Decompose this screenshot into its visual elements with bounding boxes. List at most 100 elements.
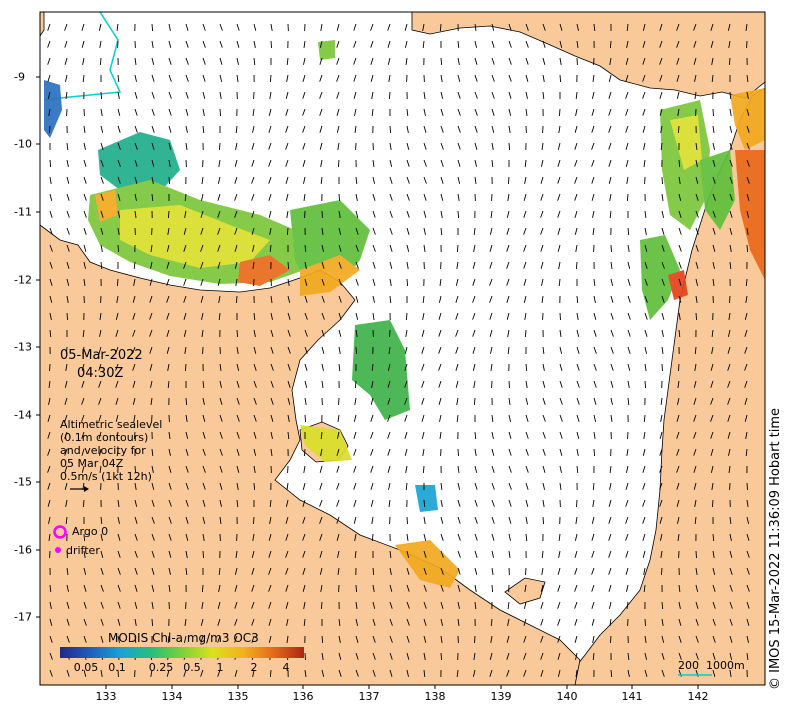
velocity-arrow bbox=[423, 91, 426, 99]
velocity-arrow bbox=[678, 329, 681, 338]
velocity-arrow bbox=[389, 193, 393, 201]
velocity-arrow bbox=[387, 57, 391, 65]
velocity-arrow bbox=[695, 159, 698, 167]
velocity-arrow bbox=[473, 397, 476, 406]
velocity-arrow bbox=[608, 533, 612, 541]
velocity-arrow bbox=[251, 567, 255, 575]
velocity-arrow bbox=[610, 244, 612, 253]
velocity-arrow bbox=[508, 414, 512, 422]
velocity-arrow bbox=[100, 193, 104, 201]
velocity-arrow bbox=[184, 363, 187, 372]
velocity-arrow bbox=[100, 584, 104, 592]
velocity-arrow bbox=[219, 465, 223, 473]
velocity-arrow bbox=[167, 363, 170, 371]
velocity-arrow bbox=[729, 108, 732, 116]
velocity-arrow bbox=[659, 431, 663, 439]
velocity-arrow bbox=[625, 159, 629, 167]
velocity-arrow bbox=[627, 227, 630, 236]
velocity-arrow bbox=[387, 380, 391, 388]
velocity-arrow bbox=[457, 57, 460, 65]
velocity-arrow bbox=[217, 193, 221, 201]
velocity-arrow bbox=[744, 380, 748, 388]
velocity-arrow bbox=[389, 601, 393, 609]
velocity-arrow bbox=[320, 448, 323, 456]
velocity-arrow bbox=[609, 618, 612, 626]
velocity-arrow bbox=[491, 584, 494, 593]
velocity-arrow bbox=[559, 74, 562, 83]
velocity-arrow bbox=[321, 363, 324, 371]
velocity-arrow bbox=[49, 193, 53, 201]
velocity-arrow bbox=[151, 108, 155, 116]
velocity-arrow bbox=[234, 159, 238, 167]
velocity-arrow bbox=[746, 652, 749, 660]
velocity-arrow bbox=[304, 669, 307, 677]
velocity-arrow bbox=[423, 652, 426, 660]
velocity-arrow bbox=[83, 278, 86, 286]
velocity-arrow bbox=[489, 329, 493, 337]
velocity-arrow bbox=[592, 482, 595, 491]
velocity-arrow bbox=[100, 176, 104, 184]
velocity-arrow bbox=[456, 669, 459, 677]
velocity-arrow bbox=[336, 74, 340, 82]
velocity-arrow bbox=[49, 601, 52, 609]
velocity-arrow bbox=[319, 91, 323, 99]
velocity-arrow bbox=[508, 499, 512, 507]
velocity-arrow bbox=[185, 142, 188, 150]
velocity-arrow bbox=[184, 618, 187, 626]
velocity-arrow bbox=[695, 142, 698, 150]
velocity-arrow bbox=[489, 652, 493, 660]
velocity-arrow bbox=[355, 210, 359, 218]
velocity-arrow bbox=[134, 74, 137, 82]
velocity-arrow bbox=[455, 346, 459, 354]
velocity-arrow bbox=[678, 363, 680, 372]
velocity-arrow bbox=[234, 261, 238, 269]
velocity-arrow bbox=[303, 57, 306, 65]
velocity-arrow bbox=[286, 210, 289, 218]
velocity-arrow bbox=[219, 363, 222, 371]
velocity-arrow bbox=[168, 142, 172, 150]
velocity-arrow bbox=[287, 363, 291, 371]
velocity-arrow bbox=[387, 465, 391, 473]
velocity-arrow bbox=[678, 295, 682, 303]
velocity-arrow bbox=[253, 431, 257, 439]
velocity-arrow bbox=[440, 601, 444, 609]
velocity-arrow bbox=[287, 312, 291, 320]
velocity-arrow bbox=[83, 125, 86, 133]
velocity-arrow bbox=[183, 244, 187, 252]
velocity-arrow bbox=[642, 550, 646, 558]
velocity-arrow bbox=[676, 57, 680, 65]
velocity-arrow bbox=[302, 482, 306, 490]
velocity-arrow bbox=[185, 550, 188, 558]
velocity-arrow bbox=[253, 23, 257, 31]
velocity-arrow bbox=[525, 108, 528, 116]
velocity-arrow bbox=[287, 414, 290, 422]
velocity-arrow bbox=[82, 346, 85, 354]
velocity-arrow bbox=[183, 278, 187, 286]
velocity-arrow bbox=[151, 499, 155, 507]
velocity-arrow bbox=[168, 550, 172, 558]
velocity-arrow bbox=[336, 125, 340, 133]
velocity-arrow bbox=[183, 329, 187, 337]
velocity-arrow bbox=[644, 227, 647, 235]
velocity-arrow bbox=[82, 57, 85, 65]
velocity-arrow bbox=[712, 108, 714, 117]
velocity-arrow bbox=[457, 550, 461, 558]
velocity-arrow bbox=[575, 91, 578, 99]
velocity-arrow bbox=[83, 567, 87, 575]
velocity-arrow bbox=[134, 550, 138, 558]
velocity-arrow bbox=[678, 652, 682, 660]
velocity-arrow bbox=[201, 601, 204, 609]
velocity-arrow bbox=[746, 227, 749, 235]
velocity-arrow bbox=[423, 533, 427, 541]
velocity-arrow bbox=[65, 346, 68, 355]
velocity-arrow bbox=[489, 227, 493, 235]
velocity-arrow bbox=[694, 516, 697, 525]
velocity-arrow bbox=[217, 278, 221, 286]
velocity-arrow bbox=[202, 533, 205, 541]
velocity-arrow bbox=[610, 261, 613, 269]
velocity-arrow bbox=[423, 618, 427, 626]
velocity-arrow bbox=[99, 448, 102, 456]
velocity-arrow bbox=[200, 244, 204, 252]
velocity-arrow bbox=[185, 40, 189, 48]
velocity-arrow bbox=[304, 278, 308, 286]
